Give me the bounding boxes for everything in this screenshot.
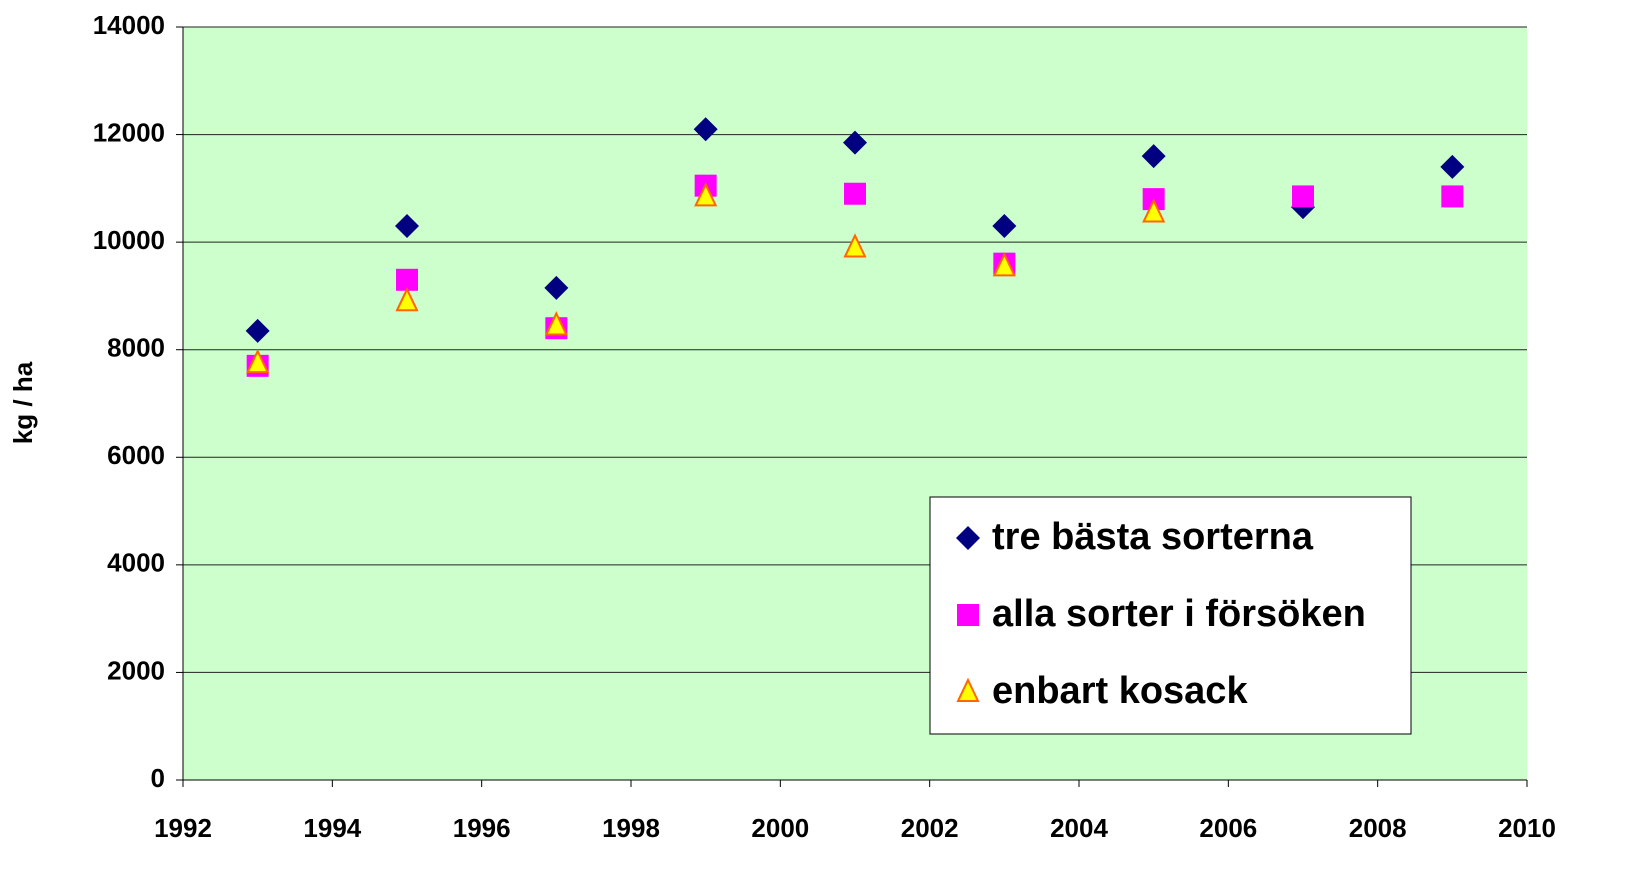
x-tick-label: 2000 xyxy=(751,813,809,843)
x-tick-label: 1994 xyxy=(303,813,361,843)
point xyxy=(1141,144,1166,169)
point xyxy=(992,252,1016,277)
point xyxy=(1441,185,1464,208)
x-tick-label: 1992 xyxy=(154,813,212,843)
x-tick-label: 2006 xyxy=(1199,813,1257,843)
x-tick-label: 2008 xyxy=(1349,813,1407,843)
legend-marker xyxy=(956,677,980,702)
point xyxy=(544,311,568,336)
legend-label: alla sorter i försöken xyxy=(992,593,1366,635)
point xyxy=(992,214,1017,239)
legend xyxy=(929,496,1412,735)
point xyxy=(1440,154,1465,179)
point xyxy=(843,233,867,258)
x-tick-label: 2002 xyxy=(901,813,959,843)
point xyxy=(1292,185,1314,208)
point xyxy=(844,182,866,205)
y-tick-label: 10000 xyxy=(93,225,165,255)
point xyxy=(246,348,270,374)
point xyxy=(395,286,419,312)
y-tick-label: 12000 xyxy=(93,117,165,147)
y-tick-label: 8000 xyxy=(107,333,165,363)
x-tick-label: 2010 xyxy=(1498,813,1556,843)
y-tick-label: 4000 xyxy=(107,548,165,578)
point xyxy=(395,214,419,239)
x-tick-label: 2004 xyxy=(1050,813,1108,843)
legend-label: enbart kosack xyxy=(992,670,1248,712)
point xyxy=(1142,198,1166,223)
point xyxy=(843,130,867,155)
point xyxy=(544,275,569,300)
legend-label: tre bästa sorterna xyxy=(992,516,1314,558)
y-tick-label: 14000 xyxy=(93,10,165,40)
y-tick-label: 6000 xyxy=(107,440,165,470)
legend-marker xyxy=(957,604,979,626)
y-tick-label: 2000 xyxy=(107,655,165,685)
y-tick-label: 0 xyxy=(151,763,165,793)
legend-marker xyxy=(956,526,980,550)
x-tick-label: 1996 xyxy=(453,813,511,843)
point xyxy=(694,182,718,207)
point xyxy=(693,117,718,142)
y-axis-label: kg / ha xyxy=(8,361,38,444)
point xyxy=(245,318,270,343)
x-tick-label: 1998 xyxy=(602,813,660,843)
point xyxy=(396,268,418,291)
